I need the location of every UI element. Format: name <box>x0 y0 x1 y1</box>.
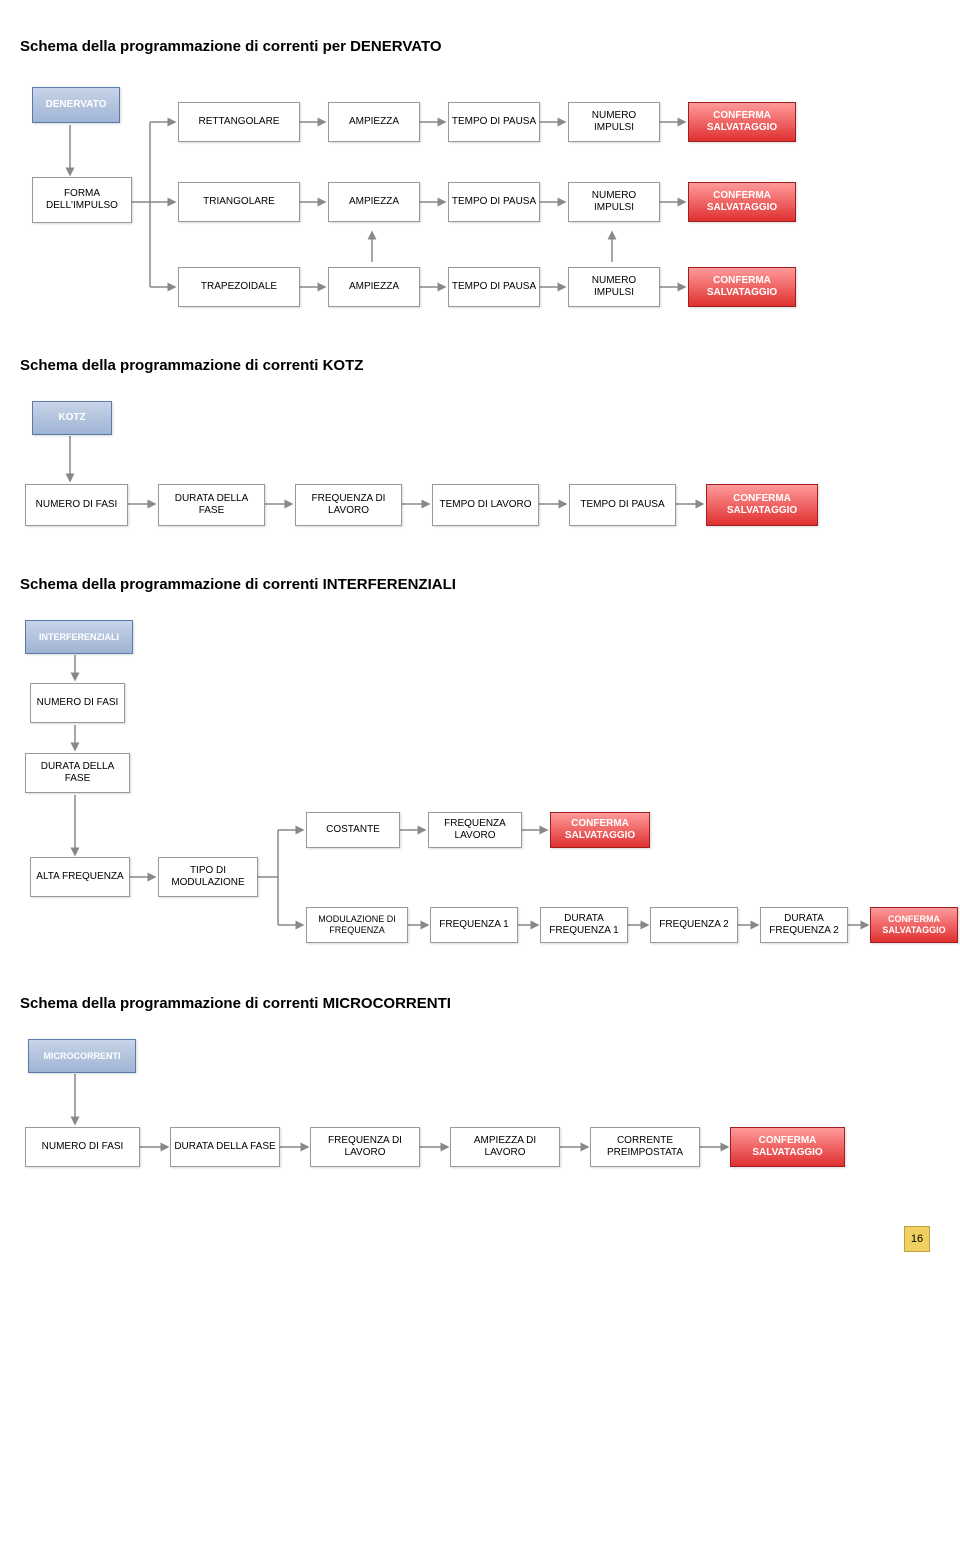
diagram-denervato: DENERVATO FORMA DELL'IMPULSO RETTANGOLAR… <box>20 67 940 327</box>
box-micro-numero-fasi: NUMERO DI FASI <box>25 1127 140 1167</box>
box-triangolare: TRIANGOLARE <box>178 182 300 222</box>
box-tempo-pausa-1: TEMPO DI PAUSA <box>448 102 540 142</box>
box-rettangolare: RETTANGOLARE <box>178 102 300 142</box>
box-int-frequenza-1: FREQUENZA 1 <box>430 907 518 943</box>
box-ampiezza-1: AMPIEZZA <box>328 102 420 142</box>
box-micro-conferma: CONFERMA SALVATAGGIO <box>730 1127 845 1167</box>
box-numero-impulsi-3: NUMERO IMPULSI <box>568 267 660 307</box>
box-kotz-tempo-pausa: TEMPO DI PAUSA <box>569 484 676 526</box>
box-int-frequenza-2: FREQUENZA 2 <box>650 907 738 943</box>
box-int-conferma-2: CONFERMA SALVATAGGIO <box>870 907 958 943</box>
page-number: 16 <box>904 1226 930 1252</box>
box-kotz-frequenza-lavoro: FREQUENZA DI LAVORO <box>295 484 402 526</box>
box-conferma-2: CONFERMA SALVATAGGIO <box>688 182 796 222</box>
box-micro-corrente-preimpostata: CORRENTE PREIMPOSTATA <box>590 1127 700 1167</box>
box-ampiezza-3: AMPIEZZA <box>328 267 420 307</box>
box-int-alta-frequenza: ALTA FREQUENZA <box>30 857 130 897</box>
start-microcorrenti: MICROCORRENTI <box>28 1039 136 1073</box>
box-kotz-numero-fasi: NUMERO DI FASI <box>25 484 128 526</box>
box-int-durata-frequenza-2: DURATA FREQUENZA 2 <box>760 907 848 943</box>
box-numero-impulsi-2: NUMERO IMPULSI <box>568 182 660 222</box>
section-title-kotz: Schema della programmazione di correnti … <box>20 357 940 374</box>
box-trapezoidale: TRAPEZOIDALE <box>178 267 300 307</box>
box-kotz-tempo-lavoro: TEMPO DI LAVORO <box>432 484 539 526</box>
box-micro-ampiezza-lavoro: AMPIEZZA DI LAVORO <box>450 1127 560 1167</box>
section-title-microcorrenti: Schema della programmazione di correnti … <box>20 995 940 1012</box>
box-int-modulazione-frequenza: MODULAZIONE DI FREQUENZA <box>306 907 408 943</box>
start-interferenziali: INTERFERENZIALI <box>25 620 133 654</box>
diagram-interferenziali: INTERFERENZIALI NUMERO DI FASI DURATA DE… <box>20 605 940 965</box>
diagram-microcorrenti: MICROCORRENTI NUMERO DI FASI DURATA DELL… <box>20 1024 940 1194</box>
box-micro-frequenza-lavoro: FREQUENZA DI LAVORO <box>310 1127 420 1167</box>
box-ampiezza-2: AMPIEZZA <box>328 182 420 222</box>
box-int-numero-fasi: NUMERO DI FASI <box>30 683 125 723</box>
box-forma-impulso: FORMA DELL'IMPULSO <box>32 177 132 223</box>
section-title-denervato: Schema della programmazione di correnti … <box>20 38 940 55</box>
box-numero-impulsi-1: NUMERO IMPULSI <box>568 102 660 142</box>
start-kotz: KOTZ <box>32 401 112 435</box>
box-int-durata-fase: DURATA DELLA FASE <box>25 753 130 793</box>
box-micro-durata-fase: DURATA DELLA FASE <box>170 1127 280 1167</box>
box-kotz-conferma: CONFERMA SALVATAGGIO <box>706 484 818 526</box>
box-int-frequenza-lavoro: FREQUENZA LAVORO <box>428 812 522 848</box>
box-int-costante: COSTANTE <box>306 812 400 848</box>
box-tempo-pausa-2: TEMPO DI PAUSA <box>448 182 540 222</box>
box-kotz-durata-fase: DURATA DELLA FASE <box>158 484 265 526</box>
box-int-conferma-1: CONFERMA SALVATAGGIO <box>550 812 650 848</box>
section-title-interferenziali: Schema della programmazione di correnti … <box>20 576 940 593</box>
box-conferma-3: CONFERMA SALVATAGGIO <box>688 267 796 307</box>
box-tempo-pausa-3: TEMPO DI PAUSA <box>448 267 540 307</box>
start-denervato: DENERVATO <box>32 87 120 123</box>
box-int-durata-frequenza-1: DURATA FREQUENZA 1 <box>540 907 628 943</box>
diagram-kotz: KOTZ NUMERO DI FASI DURATA DELLA FASE FR… <box>20 386 940 546</box>
box-conferma-1: CONFERMA SALVATAGGIO <box>688 102 796 142</box>
box-int-tipo-modulazione: TIPO DI MODULAZIONE <box>158 857 258 897</box>
